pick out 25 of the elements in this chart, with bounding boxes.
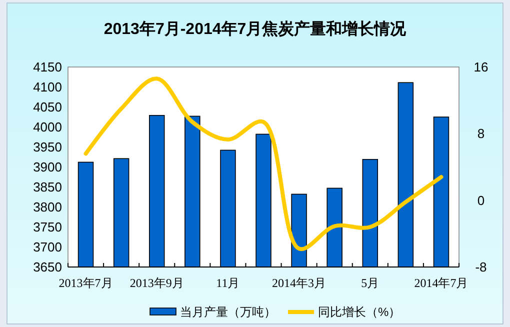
y-tick-label: 3750 [33,220,62,235]
y-tick-label: 3850 [33,180,62,195]
y-tick-label: 3950 [33,140,62,155]
y-tick-label: 4100 [33,80,62,95]
y-tick-label: 3900 [33,160,62,175]
y2-tick-label: 8 [477,126,485,142]
y-tick-label: 4150 [33,60,62,75]
chart-title: 2013年7月-2014年7月焦炭产量和增长情况 [104,20,408,38]
y-tick-label: 4000 [33,120,62,135]
y2-tick-label: 16 [474,60,488,75]
x-tick-label: 2014年7月 [414,276,468,290]
x-tick-label: 11月 [216,276,240,290]
x-tick-label: 2013年9月 [130,276,184,290]
line-series [84,76,444,251]
x-tick-label: 2014年3月 [272,276,326,290]
y2-tick-label: 0 [477,192,485,208]
x-tick-label: 5月 [361,276,380,290]
x-tick-label: 2013年7月 [58,276,113,290]
legend-label: 当月产量（万吨） [180,305,276,320]
y-tick-label: 3800 [33,200,62,215]
y-tick-label: 3650 [33,260,62,275]
y-tick-label: 3700 [33,240,62,255]
y-tick-label: 4050 [33,100,62,115]
legend-label: 同比增长（%） [318,305,401,320]
y2-tick-label: -8 [475,260,487,275]
